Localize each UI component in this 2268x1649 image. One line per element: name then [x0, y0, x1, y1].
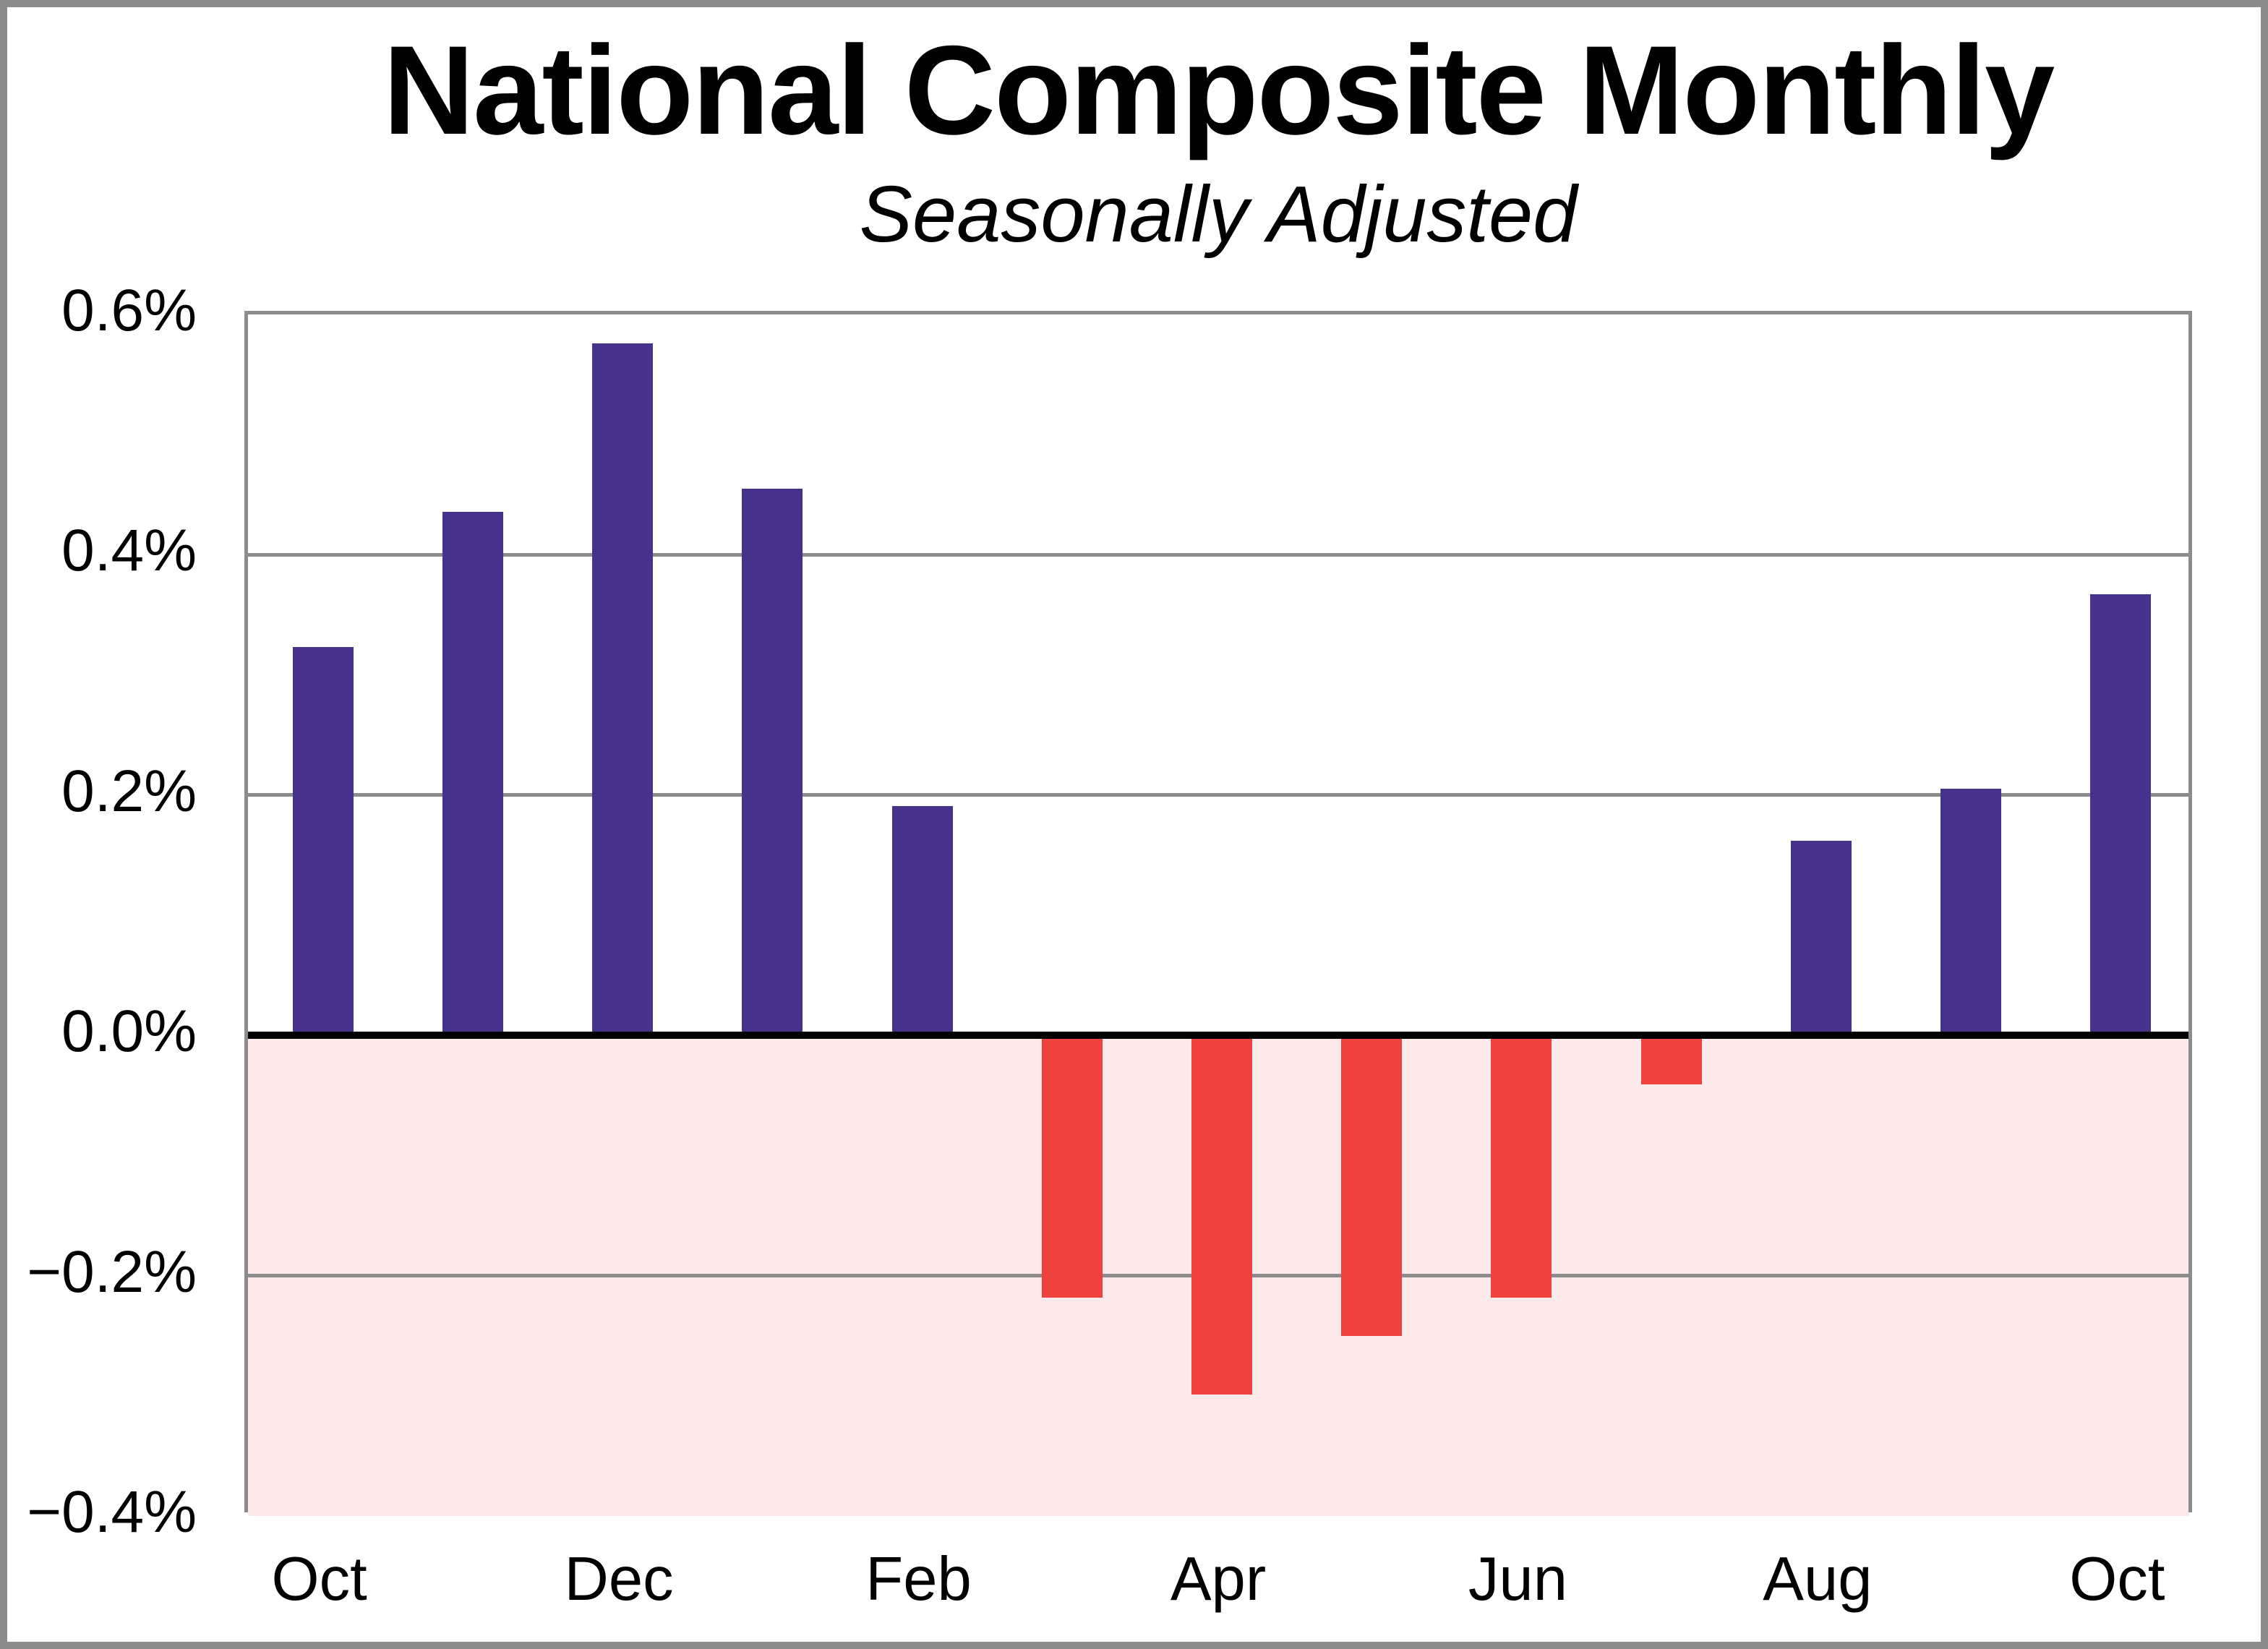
plot-area	[244, 311, 2192, 1516]
bar-may-7	[1341, 1035, 1403, 1336]
y-tick-label-0.6: 0.6%	[61, 278, 197, 343]
bar-oct-0	[292, 647, 354, 1036]
y-tick-label--0.2: −0.2%	[27, 1238, 197, 1305]
zero-axis-line	[248, 1032, 2188, 1040]
chart-subtitle: Seasonally Adjusted	[859, 170, 1578, 259]
bar-feb-4	[891, 805, 953, 1036]
x-tick-label-oct-12: Oct	[2069, 1545, 2165, 1614]
x-tick-label-jun-8: Jun	[1468, 1545, 1567, 1614]
bar-dec-2	[592, 343, 654, 1036]
chart-title: National Composite Monthly	[382, 20, 2055, 161]
plot-inner	[248, 314, 2188, 1516]
y-tick-label-0.4: 0.4%	[61, 518, 197, 584]
gridline-0.4	[248, 552, 2188, 557]
bar-aug-10	[1790, 840, 1852, 1036]
bar-oct-12	[2090, 594, 2152, 1036]
bar-jul-9	[1640, 1035, 1702, 1085]
y-tick-label-0: 0.0%	[61, 998, 197, 1065]
gridline-0.2	[248, 793, 2188, 797]
bar-nov-1	[442, 511, 503, 1036]
x-tick-label-aug-10: Aug	[1763, 1545, 1873, 1614]
x-tick-label-oct-0: Oct	[271, 1545, 367, 1614]
bar-sep-11	[1940, 789, 2002, 1036]
bar-jan-3	[742, 488, 803, 1036]
y-tick-label--0.4: −0.4%	[27, 1479, 197, 1545]
bar-mar-5	[1041, 1035, 1103, 1298]
x-tick-label-apr-6: Apr	[1170, 1545, 1267, 1614]
x-tick-label-dec-2: Dec	[564, 1545, 674, 1614]
x-tick-label-feb-4: Feb	[865, 1545, 972, 1614]
y-tick-label-0.2: 0.2%	[61, 758, 197, 824]
bar-apr-6	[1191, 1035, 1252, 1395]
bar-jun-8	[1491, 1035, 1552, 1298]
